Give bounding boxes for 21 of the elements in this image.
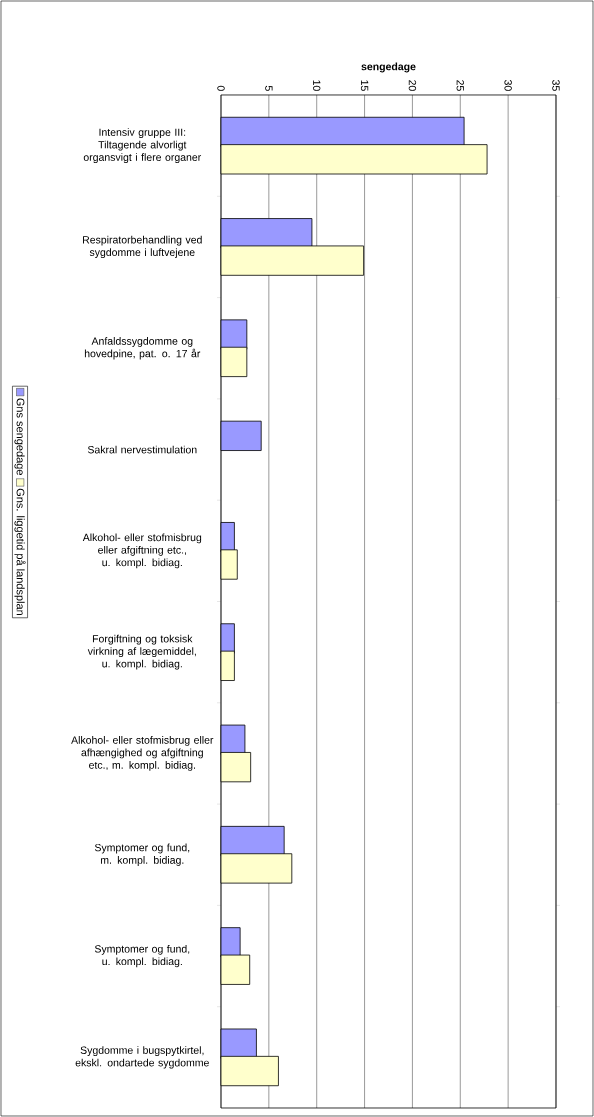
y-tick-label: Sakral nervestimulation — [87, 445, 197, 454]
y-tick-label: Sygdomme i bugspytkirtel, ekskl. ondartede sygdomme — [75, 1046, 209, 1069]
x-tick-label: 35 — [552, 80, 560, 91]
y-tick-label: Forgiftning og toksisk virkning af lægemiddel, u. kompl. bidiag. — [87, 634, 196, 670]
x-tick-label: 10 — [312, 80, 321, 91]
x-axis-title: sengedage — [361, 62, 416, 73]
y-tick-label: Intensiv gruppe III: Tiltagende alvorligt organsvigt i flere organer — [83, 128, 202, 164]
x-tick-label: 5 — [265, 85, 273, 91]
x-tick-label: 0 — [217, 85, 225, 91]
y-tick-label: Symptomer og fund, m. kompl. bidiag. — [94, 843, 190, 866]
y-tick-label: Symptomer og fund, u. kompl. bidiag. — [94, 944, 190, 968]
y-tick-label: Alkohol- eller stofmisbrug eller afgiftning etc., u. kompl. bidiag. — [82, 533, 202, 569]
x-tick-label: 30 — [504, 80, 512, 91]
x-tick-label: 25 — [456, 80, 464, 91]
legend-label: Gns sengedage — [14, 398, 25, 475]
x-tick-label: 20 — [408, 80, 417, 91]
y-tick-label: Alkohol- eller stofmisbrug eller afhængighed og afgiftning etc., m. kompl. bidiag. — [71, 736, 214, 771]
legend-label: Gns. liggetid på landsplan — [14, 488, 26, 616]
x-tick-label: 15 — [360, 80, 369, 91]
y-tick-label: Respiratorbehandling ved sygdomme i luftvejene — [83, 235, 202, 259]
y-tick-label: Anfaldssygdomme og hovedpine, pat. o. 17 år — [84, 337, 201, 360]
